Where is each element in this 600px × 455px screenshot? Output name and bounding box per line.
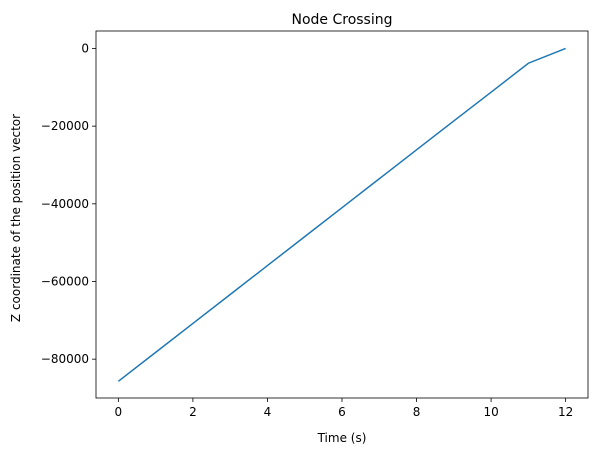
y-tick-label: −80000 xyxy=(41,352,89,366)
y-tick-label: −60000 xyxy=(41,274,89,288)
x-tick-label: 8 xyxy=(413,405,421,419)
x-tick-label: 0 xyxy=(115,405,123,419)
data-line xyxy=(117,47,566,382)
plot-frame xyxy=(95,30,589,399)
chart-title: Node Crossing xyxy=(291,12,392,28)
x-tick-label: 6 xyxy=(338,405,346,419)
x-tick-label: 4 xyxy=(264,405,272,419)
y-tick-label: 0 xyxy=(81,41,89,55)
x-tick-label: 10 xyxy=(483,405,498,419)
y-axis-label: Z coordinate of the position vector xyxy=(9,114,23,322)
x-axis-label: Time (s) xyxy=(317,431,367,445)
x-tick-label: 2 xyxy=(189,405,197,419)
x-tick-label: 12 xyxy=(558,405,573,419)
y-tick-label: −40000 xyxy=(41,197,89,211)
y-tick-label: −20000 xyxy=(41,119,89,133)
